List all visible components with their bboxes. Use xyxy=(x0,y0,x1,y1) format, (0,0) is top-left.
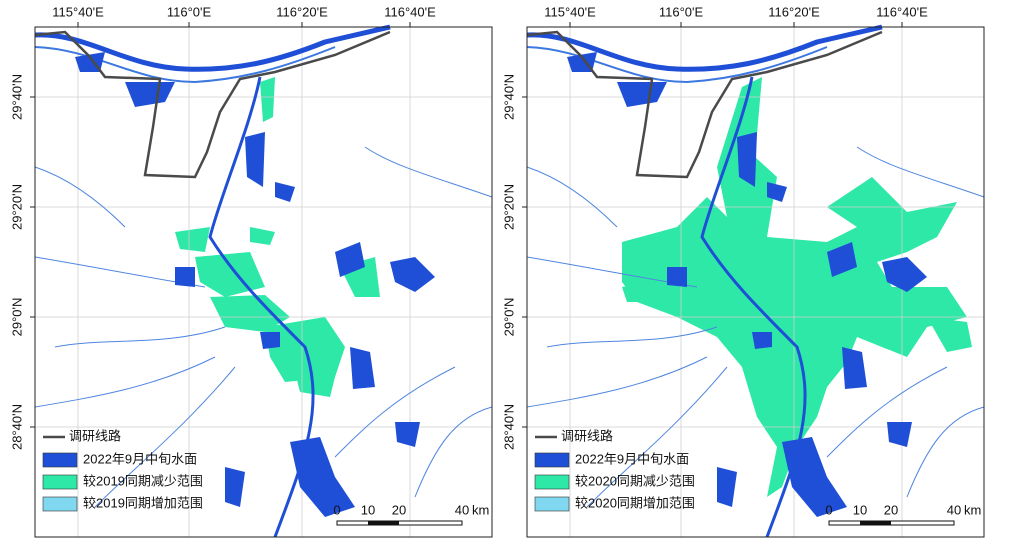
longitude-label: 116°40'E xyxy=(876,4,928,19)
stream xyxy=(586,366,728,508)
scale-unit: km xyxy=(964,502,981,517)
legend-swatch xyxy=(42,496,78,512)
scale-bar xyxy=(336,520,463,526)
lake xyxy=(752,332,772,349)
legend-label: 较2019同期增加范围 xyxy=(83,495,203,510)
latitude-label: 29°40'N xyxy=(501,74,516,120)
stream xyxy=(826,366,948,458)
lake xyxy=(782,437,847,517)
survey-route xyxy=(526,30,883,179)
stream xyxy=(526,356,708,408)
latitude-label: 28°40'N xyxy=(9,404,24,450)
scale-label: 40 xyxy=(947,502,961,517)
scale-label: 10 xyxy=(853,502,867,517)
river xyxy=(526,24,883,72)
stream xyxy=(414,406,493,498)
lake xyxy=(260,332,280,349)
lake xyxy=(175,267,195,287)
longitude-label: 116°20'E xyxy=(768,4,820,19)
reduction-area xyxy=(260,77,275,122)
latitude-label: 28°40'N xyxy=(501,404,516,450)
lake xyxy=(827,242,857,277)
map-frame xyxy=(34,26,493,538)
scale-label: 20 xyxy=(392,502,406,517)
lake xyxy=(767,182,787,202)
lake xyxy=(842,347,867,389)
stream xyxy=(546,326,718,348)
map-frame xyxy=(526,26,985,538)
stream xyxy=(94,366,236,508)
stream xyxy=(54,326,226,348)
lake xyxy=(395,422,420,447)
legend-label: 较2020同期减少范围 xyxy=(575,473,695,488)
lake xyxy=(125,82,175,107)
lake xyxy=(667,267,687,287)
lake xyxy=(350,347,375,389)
lake xyxy=(390,257,435,292)
reduction-area xyxy=(210,295,290,332)
longitude-label: 115°40'E xyxy=(544,4,596,19)
legend-label: 2022年9月中旬水面 xyxy=(575,451,689,466)
scale-label: 40 xyxy=(455,502,469,517)
legend-label: 较2020同期增加范围 xyxy=(575,495,695,510)
latitude-label: 29°20'N xyxy=(501,184,516,230)
lake xyxy=(737,132,757,187)
stream xyxy=(526,166,618,228)
map-panel: 115°40'E 116°0'E 116°20'E 116°40'E 29°40'N 29… xyxy=(501,4,985,538)
legend-label: 较2019同期减少范围 xyxy=(83,473,203,488)
scale-bar-segment xyxy=(860,521,891,525)
reduction-area xyxy=(622,282,647,302)
lake xyxy=(882,257,927,292)
map-panel: 115°40'E 116°0'E 116°20'E 116°40'E 29°40'N 29… xyxy=(9,4,493,538)
river xyxy=(34,46,336,84)
legend-swatch xyxy=(534,474,570,490)
lake xyxy=(335,242,365,277)
river xyxy=(526,46,828,84)
scale-bar xyxy=(828,520,955,526)
longitude-label: 116°0'E xyxy=(167,4,212,19)
lake xyxy=(225,467,245,507)
reduction-area xyxy=(622,77,967,497)
stream xyxy=(334,366,456,458)
legend-label: 调研线路 xyxy=(69,428,121,443)
reduction-area xyxy=(250,227,275,245)
legend-label: 2022年9月中旬水面 xyxy=(83,451,197,466)
latitude-label: 29°20'N xyxy=(9,184,24,230)
reduction-area xyxy=(175,227,210,252)
longitude-label: 116°20'E xyxy=(276,4,328,19)
stream xyxy=(906,406,985,498)
legend-swatch xyxy=(534,496,570,512)
longitude-label: 116°40'E xyxy=(384,4,436,19)
legend-swatch xyxy=(534,452,570,468)
stream xyxy=(364,146,493,198)
latitude-label: 29°0'N xyxy=(501,298,516,337)
lake xyxy=(887,422,912,447)
latitude-label: 29°40'N xyxy=(9,74,24,120)
scale-unit: km xyxy=(472,502,489,517)
scale-label: 10 xyxy=(361,502,375,517)
scale-bar-segment xyxy=(368,521,399,525)
survey-route xyxy=(34,30,391,179)
legend-swatch xyxy=(42,474,78,490)
reduction-area xyxy=(295,372,335,397)
lake xyxy=(717,467,737,507)
longitude-label: 115°40'E xyxy=(52,4,104,19)
latitude-label: 29°0'N xyxy=(9,298,24,337)
stream xyxy=(34,356,216,408)
scale-label: 0 xyxy=(333,502,340,517)
scale-label: 0 xyxy=(825,502,832,517)
reduction-area xyxy=(927,317,972,352)
lake xyxy=(290,437,355,517)
scale-label: 20 xyxy=(884,502,898,517)
legend-swatch xyxy=(42,452,78,468)
lake xyxy=(245,132,265,187)
legend-label: 调研线路 xyxy=(561,428,613,443)
river xyxy=(34,24,391,72)
stream xyxy=(34,166,126,228)
stream xyxy=(856,146,985,198)
longitude-label: 116°0'E xyxy=(659,4,704,19)
lake xyxy=(617,82,667,107)
lake xyxy=(275,182,295,202)
